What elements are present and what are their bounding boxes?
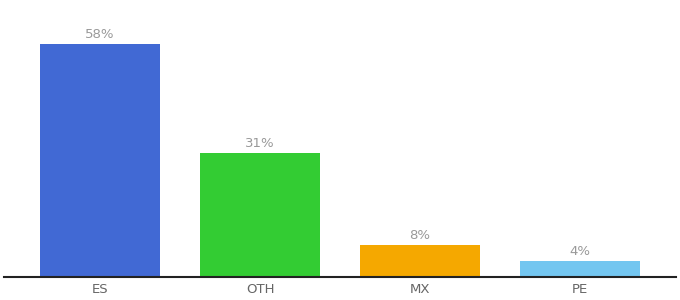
Text: 4%: 4% [569,245,590,258]
Bar [360,245,480,277]
Bar [200,153,320,277]
Text: 31%: 31% [245,136,275,150]
Text: 8%: 8% [409,229,430,242]
Text: 58%: 58% [86,28,115,41]
Bar [520,261,640,277]
Bar [40,44,160,277]
